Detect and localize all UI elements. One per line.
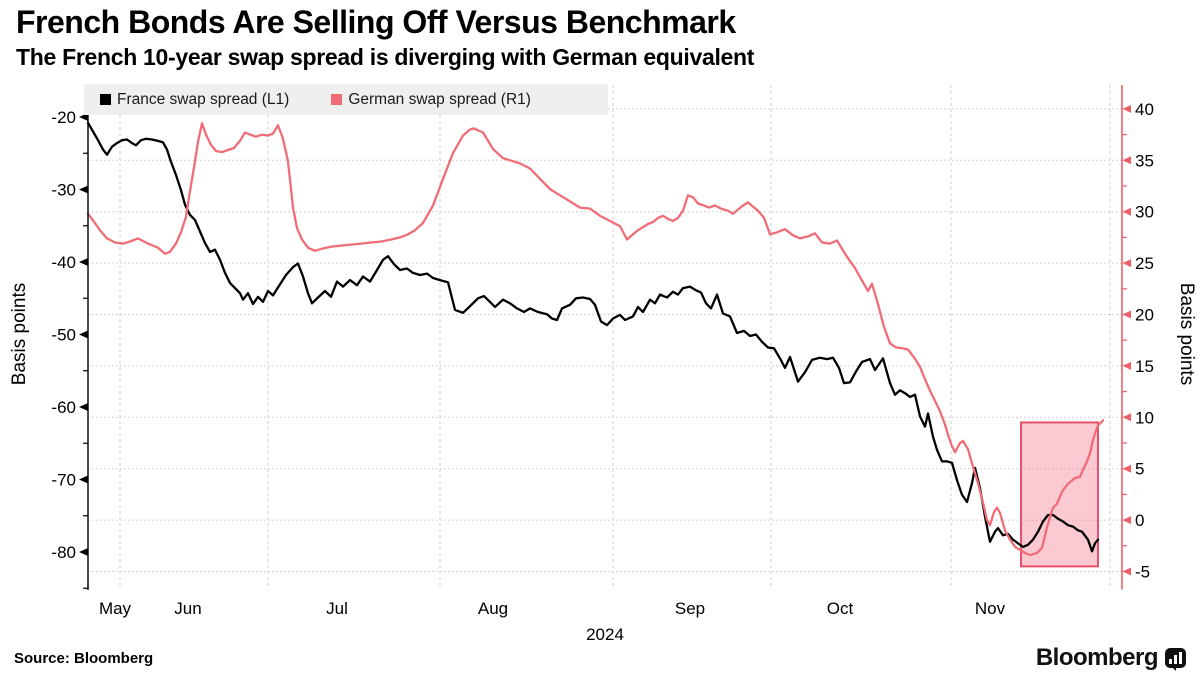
right-axis-tick-arrow-icon (1122, 567, 1131, 576)
x-axis-month-label: Sep (675, 599, 705, 618)
left-axis-title: Basis points (9, 283, 30, 385)
x-axis-year-label: 2024 (586, 625, 624, 644)
x-axis-month-label: Aug (478, 599, 508, 618)
page-subtitle: The French 10-year swap spread is diverg… (16, 44, 755, 70)
right-axis-tick-label: -5 (1135, 563, 1150, 582)
right-axis-tick-label: 30 (1135, 203, 1154, 222)
page-title: French Bonds Are Selling Off Versus Benc… (16, 4, 736, 40)
right-axis-tick-label: 10 (1135, 408, 1154, 427)
legend-item-france: France swap spread (L1) (100, 91, 289, 109)
left-axis-tick-arrow-icon (79, 113, 88, 121)
right-axis-tick-arrow-icon (1122, 361, 1131, 370)
right-axis-tick-arrow-icon (1122, 413, 1131, 422)
left-axis-tick-label: -20 (51, 108, 76, 127)
left-axis-tick-label: -30 (51, 181, 76, 200)
right-axis-tick-label: 15 (1135, 357, 1154, 376)
left-axis-tick-arrow-icon (79, 403, 88, 411)
x-axis-month-label: Jul (326, 599, 348, 618)
left-axis-tick-label: -80 (51, 543, 76, 562)
german-swap-spread-line (86, 122, 1105, 557)
legend-item-german: German swap spread (R1) (331, 91, 531, 109)
legend-label: German swap spread (R1) (348, 90, 531, 108)
right-axis-tick-arrow-icon (1122, 464, 1131, 473)
left-axis-tick-arrow-icon (79, 330, 88, 339)
right-axis-tick-arrow-icon (1122, 516, 1131, 525)
left-axis-tick-arrow-icon (79, 258, 88, 266)
bloomberg-logo-text: Bloomberg (1035, 644, 1159, 671)
right-axis-tick-label: 35 (1135, 151, 1154, 170)
german-series-swatch-icon (331, 94, 343, 105)
right-axis-tick-arrow-icon (1122, 104, 1131, 113)
x-axis-month-label: Nov (975, 599, 1006, 618)
left-axis-tick-arrow-icon (79, 185, 88, 194)
right-axis-tick-label: 5 (1135, 460, 1144, 479)
right-axis-tick-label: 0 (1135, 511, 1144, 530)
right-axis-tick-label: 20 (1135, 306, 1154, 325)
left-axis-tick-label: -70 (51, 471, 76, 490)
right-axis-tick-label: 40 (1135, 100, 1154, 119)
right-axis-tick-arrow-icon (1122, 156, 1131, 165)
x-axis-month-label: Jun (174, 599, 201, 618)
x-axis-month-label: Oct (827, 599, 854, 618)
bloomberg-logo: Bloomberg (1036, 644, 1186, 672)
chart-legend: France swap spread (L1) German swap sprea… (84, 84, 608, 115)
bloomberg-logo-icon (1165, 648, 1186, 671)
left-axis-tick-arrow-icon (79, 548, 88, 556)
x-axis-month-label: May (99, 599, 132, 618)
source-credit: Source: Bloomberg (14, 650, 154, 667)
right-axis-tick-arrow-icon (1122, 207, 1131, 216)
right-axis-tick-arrow-icon (1122, 259, 1131, 268)
right-axis-tick-arrow-icon (1122, 310, 1131, 319)
left-axis-tick-label: -40 (51, 253, 76, 272)
france-swap-spread-line (86, 121, 1100, 553)
highlight-region (1020, 421, 1099, 568)
left-axis-tick-label: -60 (51, 398, 76, 417)
france-series-swatch-icon (100, 94, 111, 105)
legend-label: France swap spread (L1) (117, 90, 290, 108)
right-axis-title: Basis points (1176, 283, 1197, 385)
right-axis-tick-label: 25 (1135, 254, 1154, 273)
left-axis-tick-arrow-icon (79, 475, 88, 484)
left-axis-tick-label: -50 (51, 326, 76, 345)
